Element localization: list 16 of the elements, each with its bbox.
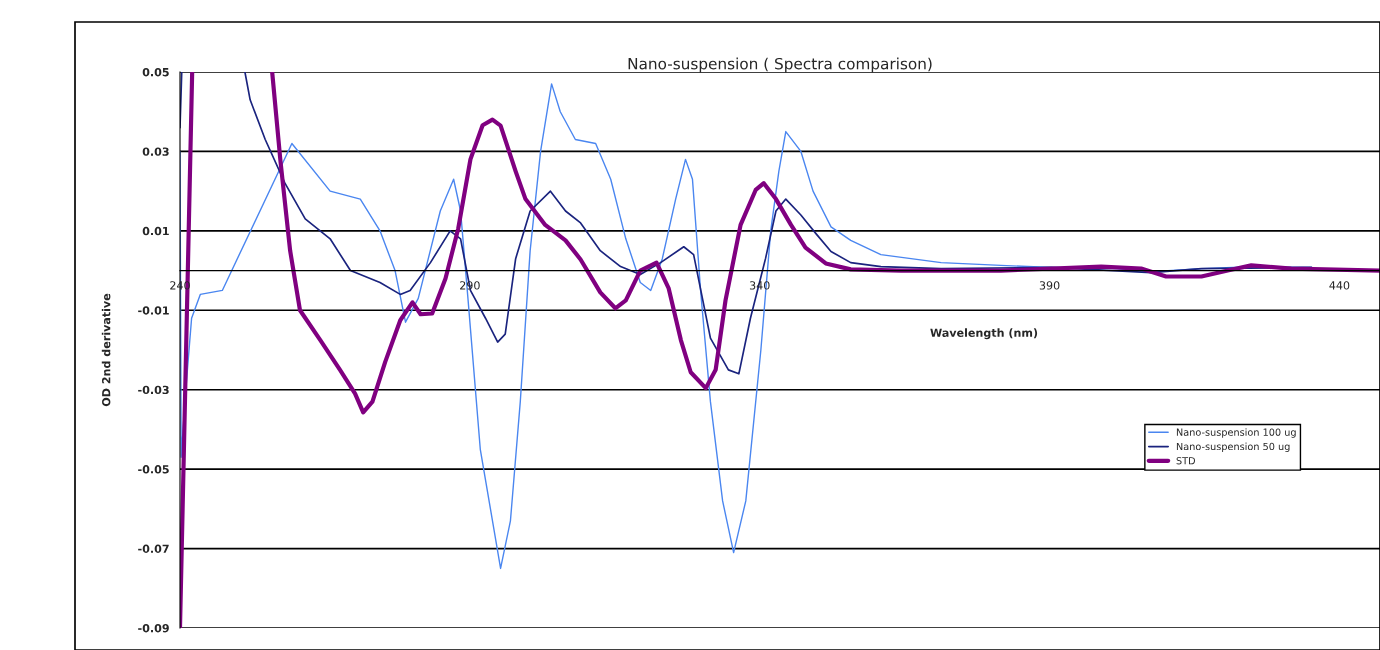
y-tick-label: -0.01 xyxy=(138,306,169,315)
x-tick-label: 440 xyxy=(1329,281,1350,290)
y-tick-label: 0.01 xyxy=(142,226,169,236)
legend-label: STD xyxy=(1176,457,1195,465)
y-tick-label: -0.05 xyxy=(138,465,169,474)
chart-title: Nano-suspension ( Spectra comparison) xyxy=(628,57,932,73)
y-axis-title: OD 2nd derivative xyxy=(101,293,111,407)
y-tick-label: -0.09 xyxy=(138,623,169,633)
legend-label: Nano-suspension 50 ug xyxy=(1176,442,1290,452)
x-axis-title: Wavelength (nm) xyxy=(930,328,1038,340)
legend-label: Nano-suspension 100 ug xyxy=(1176,428,1296,438)
y-tick-label: -0.03 xyxy=(138,385,169,395)
y-tick-label: -0.07 xyxy=(138,544,169,553)
y-tick-label: 0.03 xyxy=(142,147,169,156)
x-tick-label: 390 xyxy=(1039,281,1060,290)
y-tick-label: 0.05 xyxy=(142,67,169,77)
